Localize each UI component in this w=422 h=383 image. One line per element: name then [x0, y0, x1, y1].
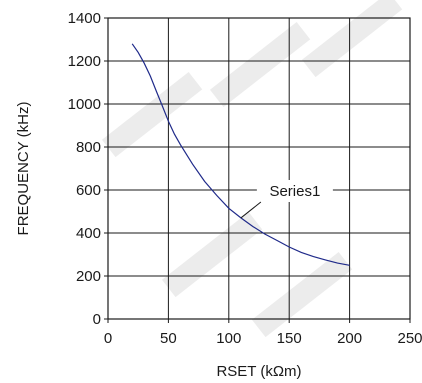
- x-tick-label: 250: [397, 330, 422, 347]
- y-tick-label: 800: [76, 139, 101, 156]
- x-tick-label: 0: [104, 330, 112, 347]
- series-line: [131, 43, 350, 266]
- y-tick-label: 1000: [68, 96, 101, 113]
- y-tick-label: 200: [76, 268, 101, 285]
- y-tick-label: 0: [93, 311, 101, 328]
- tick-labels: 0 200 400 600 800 1000 1200 1400 0 50 100 150 200 250: [68, 10, 422, 347]
- watermark: [101, 0, 403, 338]
- watermark-stroke: [301, 0, 403, 78]
- plot-frame: [107, 17, 411, 320]
- x-tick-label: 50: [160, 330, 177, 347]
- y-tick-label: 1200: [68, 53, 101, 70]
- series-label-box: [256, 180, 333, 202]
- series-layer: Series1: [131, 43, 350, 266]
- y-axis-label: FREQUENCY (kHz): [15, 102, 32, 236]
- series-label: Series1: [269, 183, 320, 200]
- y-tick-label: 400: [76, 225, 101, 242]
- series-label-leader: [240, 201, 262, 219]
- watermark-stroke: [101, 72, 203, 158]
- watermark-stroke: [251, 252, 353, 338]
- y-tick-label: 600: [76, 182, 101, 199]
- x-axis-label: RSET (kΩm): [216, 363, 301, 380]
- x-tick-label: 200: [337, 330, 362, 347]
- x-tick-label: 150: [277, 330, 302, 347]
- watermark-stroke: [161, 212, 263, 298]
- y-tick-label: 1400: [68, 10, 101, 27]
- x-tick-label: 100: [216, 330, 241, 347]
- watermark-stroke: [209, 22, 311, 108]
